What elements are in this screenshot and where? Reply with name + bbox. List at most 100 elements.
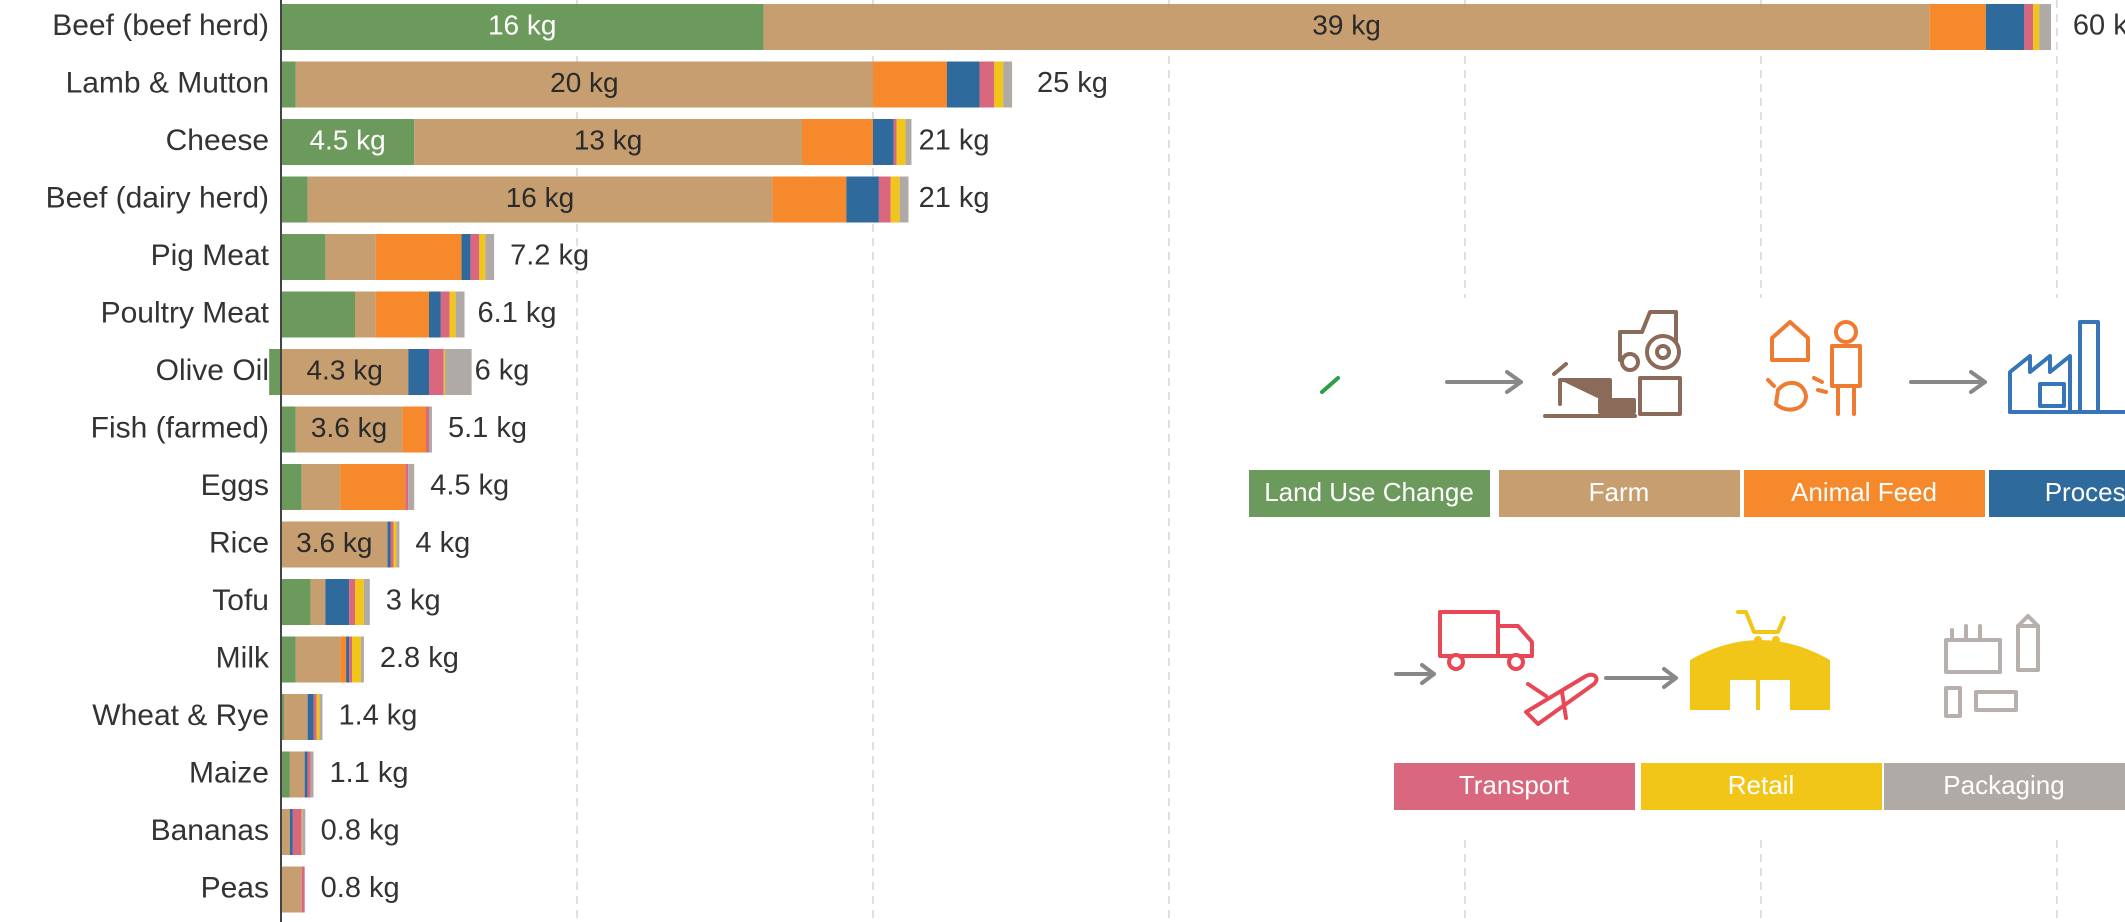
bar-segment — [387, 521, 391, 568]
bar-segment — [470, 234, 480, 280]
category-label: Milk — [216, 641, 270, 674]
icon-arrow — [1445, 370, 1523, 394]
bar-segment — [281, 636, 296, 683]
legend-label: Animal Feed — [1791, 477, 1937, 507]
bar-segment — [289, 809, 293, 855]
bar-segment — [479, 234, 486, 280]
legend-label: Processing — [2045, 477, 2125, 507]
bar-segment — [360, 636, 364, 683]
total-label: 4.5 kg — [430, 470, 509, 502]
bar-segment — [325, 234, 376, 280]
bar-segment — [307, 176, 773, 223]
category-label: Cheese — [166, 124, 269, 157]
bar-segment — [405, 464, 409, 510]
bar-segment — [772, 176, 847, 223]
icon-feed — [1766, 320, 1862, 416]
bar-segment — [414, 119, 802, 165]
total-label: 7.2 kg — [510, 240, 589, 272]
bar-segment — [340, 464, 406, 510]
category-label: Eggs — [201, 469, 269, 502]
bar-segment — [283, 694, 308, 740]
category-label: Olive Oil — [156, 354, 269, 387]
legend-swatch — [1989, 470, 2125, 517]
bar-segment — [846, 176, 879, 223]
bar-segment — [426, 406, 429, 453]
bar-segment — [872, 119, 894, 165]
icon-arrow — [1604, 667, 1678, 689]
bar-segment — [1003, 61, 1013, 108]
legend-label: Retail — [1728, 770, 1794, 800]
legend: Land Use Change Farm Animal Feed Processing… — [1249, 470, 2125, 810]
bar-segment — [281, 406, 296, 453]
bar-segment — [281, 349, 409, 395]
total-label: 6.1 kg — [478, 297, 557, 329]
legend-swatch — [1499, 470, 1740, 517]
bar-segment — [375, 234, 462, 280]
legend-swatch — [1394, 763, 1635, 810]
bar-segment — [390, 521, 394, 568]
bar-segment — [304, 751, 308, 798]
legend-swatch — [1641, 763, 1882, 810]
bar-segment — [905, 119, 912, 165]
bar-segment — [281, 866, 302, 913]
bar-segment — [281, 119, 415, 165]
bar-segment — [979, 61, 995, 108]
bar-segment — [281, 464, 302, 510]
category-label: Rice — [209, 526, 269, 559]
bar-segment — [393, 521, 397, 568]
total-label: 5.1 kg — [448, 412, 527, 444]
bar-segment — [269, 349, 281, 395]
bar-segment — [292, 809, 302, 855]
legend-label: Transport — [1459, 770, 1570, 800]
segment-label: 4.3 kg — [306, 354, 382, 385]
total-label: 0.8 kg — [321, 872, 400, 904]
bar-segment — [307, 694, 314, 740]
segment-label: 20 kg — [550, 67, 619, 98]
bar-segment — [281, 291, 355, 338]
bar-segment — [363, 579, 370, 625]
bar-segment — [310, 579, 326, 625]
bar-segment — [408, 464, 415, 510]
category-label: Bananas — [151, 814, 269, 847]
total-label: 1.1 kg — [330, 757, 409, 789]
total-label: 21 kg — [919, 182, 990, 214]
icon-transport — [1438, 610, 1599, 726]
icon-processing — [2008, 320, 2125, 414]
bar-segment — [946, 61, 980, 108]
bar-segment — [428, 291, 441, 338]
category-label: Beef (dairy herd) — [46, 181, 269, 214]
legend-swatch — [1884, 763, 2125, 810]
icon-arrow — [1394, 663, 1436, 685]
bar-segment — [281, 751, 290, 798]
bar-segment — [890, 176, 900, 223]
bar-segment — [375, 291, 429, 338]
bar-segment — [899, 176, 909, 223]
bar-segment — [396, 521, 400, 568]
bar-segment — [354, 579, 364, 625]
segment-label: 3.6 kg — [296, 527, 372, 558]
segment-label: 4.5 kg — [309, 124, 385, 155]
legend-label: Farm — [1589, 477, 1650, 507]
total-label: 21 kg — [919, 125, 990, 157]
bar-segment — [2024, 4, 2034, 50]
bar-segment — [281, 809, 290, 855]
legend-swatch — [1249, 470, 1490, 517]
bars: Beef (beef herd) 16 kg 39 kg 60 kg Lamb & Mu… — [46, 0, 2125, 922]
bar-segment — [354, 291, 376, 338]
category-label: Tofu — [212, 584, 269, 617]
bar-segment — [428, 349, 444, 395]
bar-segment — [295, 406, 403, 453]
category-label: Peas — [201, 871, 269, 904]
bar-segment — [801, 119, 873, 165]
legend-label: Packaging — [1943, 770, 2064, 800]
total-label: 3 kg — [386, 585, 441, 617]
segment-label: 3.6 kg — [311, 412, 387, 443]
bar-segment — [281, 61, 296, 108]
bar-segment — [763, 4, 1930, 50]
bar-segment — [485, 234, 495, 280]
bar-segment — [896, 119, 906, 165]
segment-label: 16 kg — [506, 182, 575, 213]
bar-segment — [1929, 4, 1986, 50]
total-label: 60 kg — [2073, 10, 2125, 42]
icon-packaging — [1944, 614, 2040, 718]
